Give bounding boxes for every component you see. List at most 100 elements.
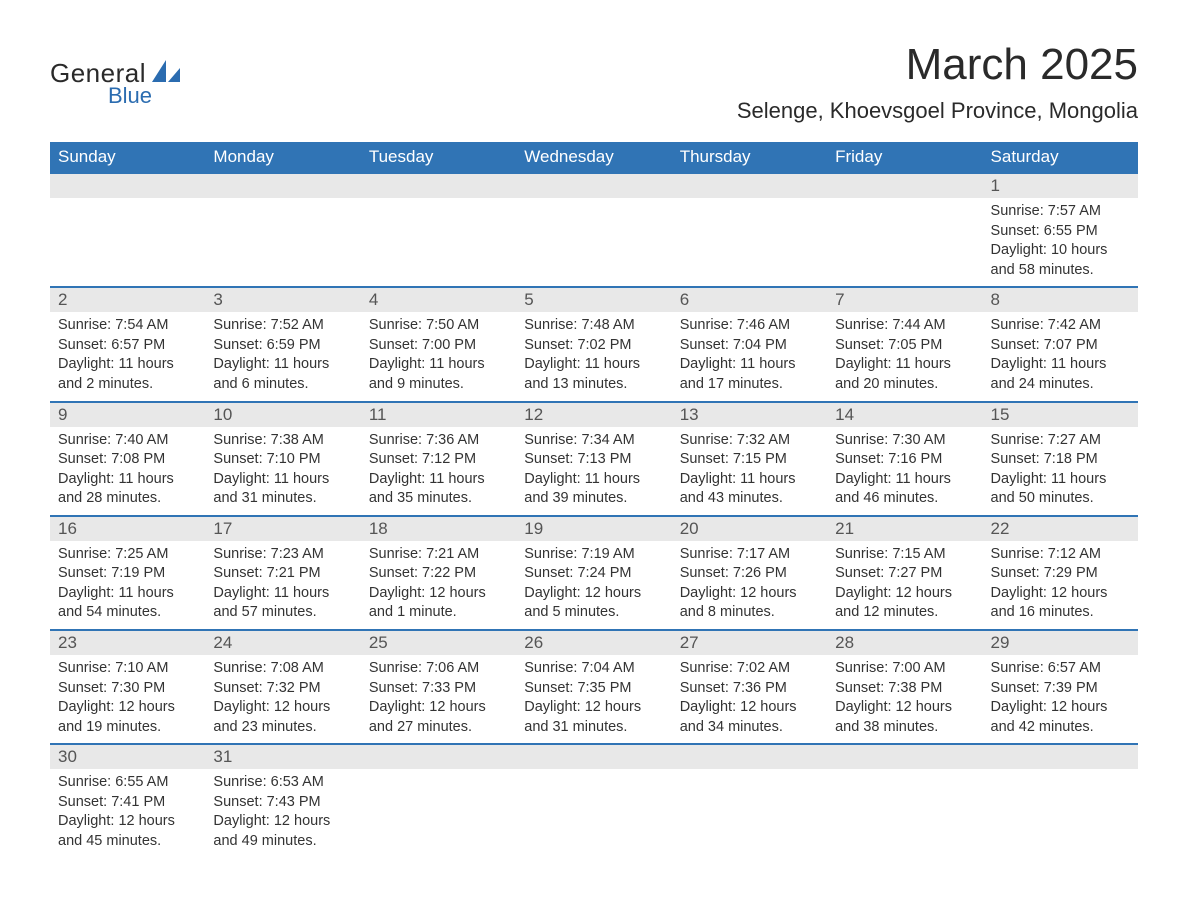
day-number: [827, 745, 982, 769]
day-data-cell: Sunrise: 7:10 AMSunset: 7:30 PMDaylight:…: [50, 655, 205, 744]
day-data-cell: [672, 769, 827, 857]
day-number: [672, 745, 827, 769]
day-ss: Sunset: 7:19 PM: [58, 564, 197, 584]
day-data-cell: Sunrise: 7:19 AMSunset: 7:24 PMDaylight:…: [516, 541, 671, 630]
day-ss: Sunset: 7:26 PM: [680, 564, 819, 584]
daynum-row: 16171819202122: [50, 516, 1138, 541]
day-data: Sunrise: 6:55 AMSunset: 7:41 PMDaylight:…: [50, 769, 205, 857]
day-number: 16: [50, 517, 205, 541]
day-dl1: Daylight: 12 hours: [58, 812, 197, 832]
sail-icon: [152, 60, 180, 87]
day-number-cell: 2: [50, 287, 205, 312]
day-data: Sunrise: 6:53 AMSunset: 7:43 PMDaylight:…: [205, 769, 360, 857]
day-number: [672, 174, 827, 198]
day-data: Sunrise: 7:50 AMSunset: 7:00 PMDaylight:…: [361, 312, 516, 400]
day-sr: Sunrise: 7:25 AM: [58, 545, 197, 565]
day-number-cell: 24: [205, 630, 360, 655]
day-dl1: Daylight: 12 hours: [680, 584, 819, 604]
day-ss: Sunset: 7:32 PM: [213, 679, 352, 699]
day-number-cell: 29: [983, 630, 1138, 655]
day-number-cell: 10: [205, 402, 360, 427]
day-dl1: Daylight: 10 hours: [991, 241, 1130, 261]
day-number-cell: 12: [516, 402, 671, 427]
day-data: Sunrise: 7:52 AMSunset: 6:59 PMDaylight:…: [205, 312, 360, 400]
day-dl2: and 34 minutes.: [680, 718, 819, 738]
day-sr: Sunrise: 7:42 AM: [991, 316, 1130, 336]
day-data: Sunrise: 7:15 AMSunset: 7:27 PMDaylight:…: [827, 541, 982, 629]
day-data: Sunrise: 7:06 AMSunset: 7:33 PMDaylight:…: [361, 655, 516, 743]
day-data-cell: Sunrise: 7:15 AMSunset: 7:27 PMDaylight:…: [827, 541, 982, 630]
day-data: Sunrise: 7:42 AMSunset: 7:07 PMDaylight:…: [983, 312, 1138, 400]
calendar-table: SundayMondayTuesdayWednesdayThursdayFrid…: [50, 142, 1138, 858]
day-sr: Sunrise: 7:32 AM: [680, 431, 819, 451]
day-data-cell: [361, 198, 516, 287]
day-data: Sunrise: 7:23 AMSunset: 7:21 PMDaylight:…: [205, 541, 360, 629]
day-dl1: Daylight: 12 hours: [524, 584, 663, 604]
day-data: Sunrise: 7:46 AMSunset: 7:04 PMDaylight:…: [672, 312, 827, 400]
day-number: 3: [205, 288, 360, 312]
day-dl2: and 19 minutes.: [58, 718, 197, 738]
day-data: Sunrise: 7:00 AMSunset: 7:38 PMDaylight:…: [827, 655, 982, 743]
day-dl2: and 2 minutes.: [58, 375, 197, 395]
day-sr: Sunrise: 7:10 AM: [58, 659, 197, 679]
day-data: Sunrise: 7:36 AMSunset: 7:12 PMDaylight:…: [361, 427, 516, 515]
day-number-cell: [361, 173, 516, 198]
day-number-cell: 5: [516, 287, 671, 312]
day-dl2: and 31 minutes.: [213, 489, 352, 509]
day-data: Sunrise: 7:30 AMSunset: 7:16 PMDaylight:…: [827, 427, 982, 515]
daydata-row: Sunrise: 7:57 AMSunset: 6:55 PMDaylight:…: [50, 198, 1138, 287]
day-ss: Sunset: 7:12 PM: [369, 450, 508, 470]
day-dl2: and 6 minutes.: [213, 375, 352, 395]
day-data-cell: Sunrise: 7:46 AMSunset: 7:04 PMDaylight:…: [672, 312, 827, 401]
day-number-cell: 21: [827, 516, 982, 541]
day-data: Sunrise: 7:27 AMSunset: 7:18 PMDaylight:…: [983, 427, 1138, 515]
weekday-header: Tuesday: [361, 142, 516, 173]
day-number-cell: 26: [516, 630, 671, 655]
brand-word-2: Blue: [108, 83, 152, 109]
day-data-cell: Sunrise: 7:32 AMSunset: 7:15 PMDaylight:…: [672, 427, 827, 516]
day-ss: Sunset: 7:04 PM: [680, 336, 819, 356]
day-sr: Sunrise: 7:36 AM: [369, 431, 508, 451]
day-sr: Sunrise: 7:40 AM: [58, 431, 197, 451]
day-number-cell: 13: [672, 402, 827, 427]
day-dl2: and 9 minutes.: [369, 375, 508, 395]
day-data-cell: Sunrise: 7:34 AMSunset: 7:13 PMDaylight:…: [516, 427, 671, 516]
day-dl2: and 27 minutes.: [369, 718, 508, 738]
calendar-head: SundayMondayTuesdayWednesdayThursdayFrid…: [50, 142, 1138, 173]
day-ss: Sunset: 7:00 PM: [369, 336, 508, 356]
daydata-row: Sunrise: 7:54 AMSunset: 6:57 PMDaylight:…: [50, 312, 1138, 401]
day-number: 24: [205, 631, 360, 655]
day-ss: Sunset: 7:35 PM: [524, 679, 663, 699]
day-data: Sunrise: 7:40 AMSunset: 7:08 PMDaylight:…: [50, 427, 205, 515]
day-number-cell: 6: [672, 287, 827, 312]
day-dl1: Daylight: 11 hours: [213, 355, 352, 375]
day-data: Sunrise: 7:25 AMSunset: 7:19 PMDaylight:…: [50, 541, 205, 629]
day-ss: Sunset: 6:59 PM: [213, 336, 352, 356]
day-data-cell: Sunrise: 7:02 AMSunset: 7:36 PMDaylight:…: [672, 655, 827, 744]
day-sr: Sunrise: 7:34 AM: [524, 431, 663, 451]
day-dl2: and 50 minutes.: [991, 489, 1130, 509]
day-number-cell: [50, 173, 205, 198]
day-number-cell: 20: [672, 516, 827, 541]
day-dl1: Daylight: 11 hours: [58, 355, 197, 375]
day-dl1: Daylight: 12 hours: [835, 698, 974, 718]
day-data-cell: [361, 769, 516, 857]
day-dl1: Daylight: 12 hours: [680, 698, 819, 718]
day-dl2: and 12 minutes.: [835, 603, 974, 623]
day-dl1: Daylight: 11 hours: [213, 584, 352, 604]
day-number: 13: [672, 403, 827, 427]
day-dl1: Daylight: 11 hours: [835, 355, 974, 375]
day-number-cell: 7: [827, 287, 982, 312]
day-data-cell: Sunrise: 7:08 AMSunset: 7:32 PMDaylight:…: [205, 655, 360, 744]
day-data-cell: [827, 198, 982, 287]
day-sr: Sunrise: 7:30 AM: [835, 431, 974, 451]
day-number-cell: 4: [361, 287, 516, 312]
daynum-row: 9101112131415: [50, 402, 1138, 427]
daydata-row: Sunrise: 7:10 AMSunset: 7:30 PM Daylight:…: [50, 655, 1138, 744]
day-dl2: and 38 minutes.: [835, 718, 974, 738]
day-ss: Sunset: 7:30 PM: [58, 679, 197, 699]
day-ss: Sunset: 7:29 PM: [991, 564, 1130, 584]
day-ss: Sunset: 7:08 PM: [58, 450, 197, 470]
day-ss: Sunset: 7:13 PM: [524, 450, 663, 470]
day-number: 11: [361, 403, 516, 427]
